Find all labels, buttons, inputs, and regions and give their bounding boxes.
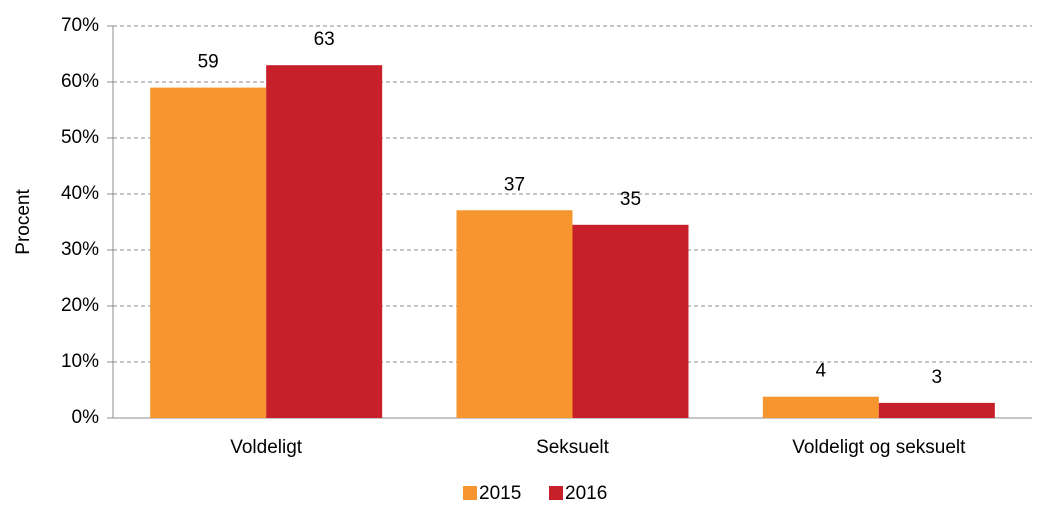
y-tick-label: 40% <box>61 183 99 204</box>
x-tick-label: Voldeligt og seksuelt <box>792 437 966 458</box>
bar <box>150 87 267 418</box>
y-axis-label: Procent <box>13 189 34 255</box>
bar <box>572 224 689 418</box>
value-label: 59 <box>198 52 219 73</box>
value-label: 3 <box>932 367 943 388</box>
value-label: 35 <box>620 189 641 210</box>
x-tick-label: Voldeligt <box>230 437 303 458</box>
legend-label: 2015 <box>479 483 521 504</box>
legend-swatch <box>463 486 477 500</box>
y-tick-label: 0% <box>72 407 100 428</box>
y-tick-label: 60% <box>61 71 99 92</box>
value-label: 63 <box>314 29 335 50</box>
value-label: 37 <box>504 174 525 195</box>
bar <box>762 396 879 418</box>
value-label: 4 <box>816 361 827 382</box>
bar <box>266 65 383 418</box>
legend-swatch <box>549 486 563 500</box>
bar <box>456 210 573 418</box>
x-tick-label: Seksuelt <box>536 437 610 458</box>
y-tick-label: 10% <box>61 351 99 372</box>
y-tick-label: 50% <box>61 127 99 148</box>
legend-label: 2016 <box>565 483 607 504</box>
y-tick-label: 30% <box>61 239 99 260</box>
bar <box>878 402 995 418</box>
y-tick-label: 70% <box>61 15 99 36</box>
y-tick-label: 20% <box>61 295 99 316</box>
